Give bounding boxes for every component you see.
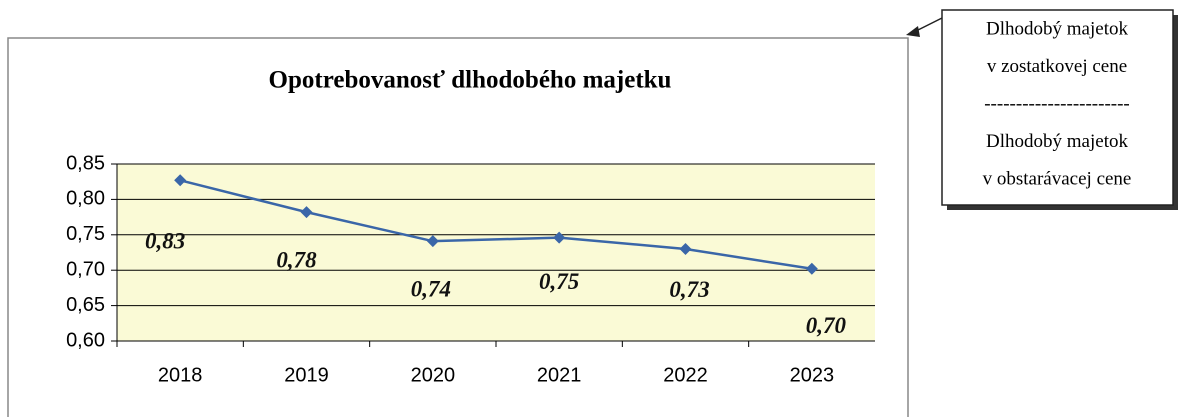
x-tick-label: 2019	[284, 364, 329, 386]
annotation-line: -----------------------	[984, 93, 1130, 114]
marker	[174, 174, 187, 187]
value-label: 0,83	[145, 229, 185, 254]
marker	[805, 262, 818, 275]
value-label: 0,74	[411, 276, 451, 301]
chart-title: Opotrebovanosť dlhodobého majetku	[269, 67, 672, 94]
x-tick-label: 2023	[790, 364, 835, 386]
x-tick-label: 2022	[663, 364, 708, 386]
value-label: 0,75	[539, 269, 579, 294]
value-label: 0,78	[276, 247, 317, 272]
x-tick-label: 2020	[411, 364, 456, 386]
y-tick-label: 0,85	[66, 152, 105, 174]
marker	[426, 235, 439, 248]
annotation-line: v zostatkovej cene	[987, 56, 1127, 77]
annotation-arrow	[915, 17, 943, 32]
x-tick-label: 2018	[158, 364, 203, 386]
value-label: 0,73	[669, 277, 709, 302]
marker	[553, 231, 566, 244]
y-tick-label: 0,65	[66, 294, 105, 316]
annotation-line: v obstarávacej cene	[983, 168, 1132, 189]
x-tick-label: 2021	[537, 364, 582, 386]
y-tick-label: 0,70	[66, 258, 105, 280]
y-tick-label: 0,75	[66, 223, 105, 245]
value-label: 0,70	[806, 313, 847, 338]
annotation-box	[941, 9, 1174, 206]
annotation-line: Dlhodobý majetok	[986, 18, 1128, 39]
arrow-head	[906, 26, 920, 37]
line-series	[179, 179, 813, 271]
marker	[679, 242, 692, 255]
y-tick-label: 0,80	[66, 188, 105, 210]
plot-area	[117, 164, 875, 341]
y-tick-label: 0,60	[66, 329, 105, 351]
annotation-line: Dlhodobý majetok	[986, 131, 1128, 152]
marker	[300, 206, 313, 219]
